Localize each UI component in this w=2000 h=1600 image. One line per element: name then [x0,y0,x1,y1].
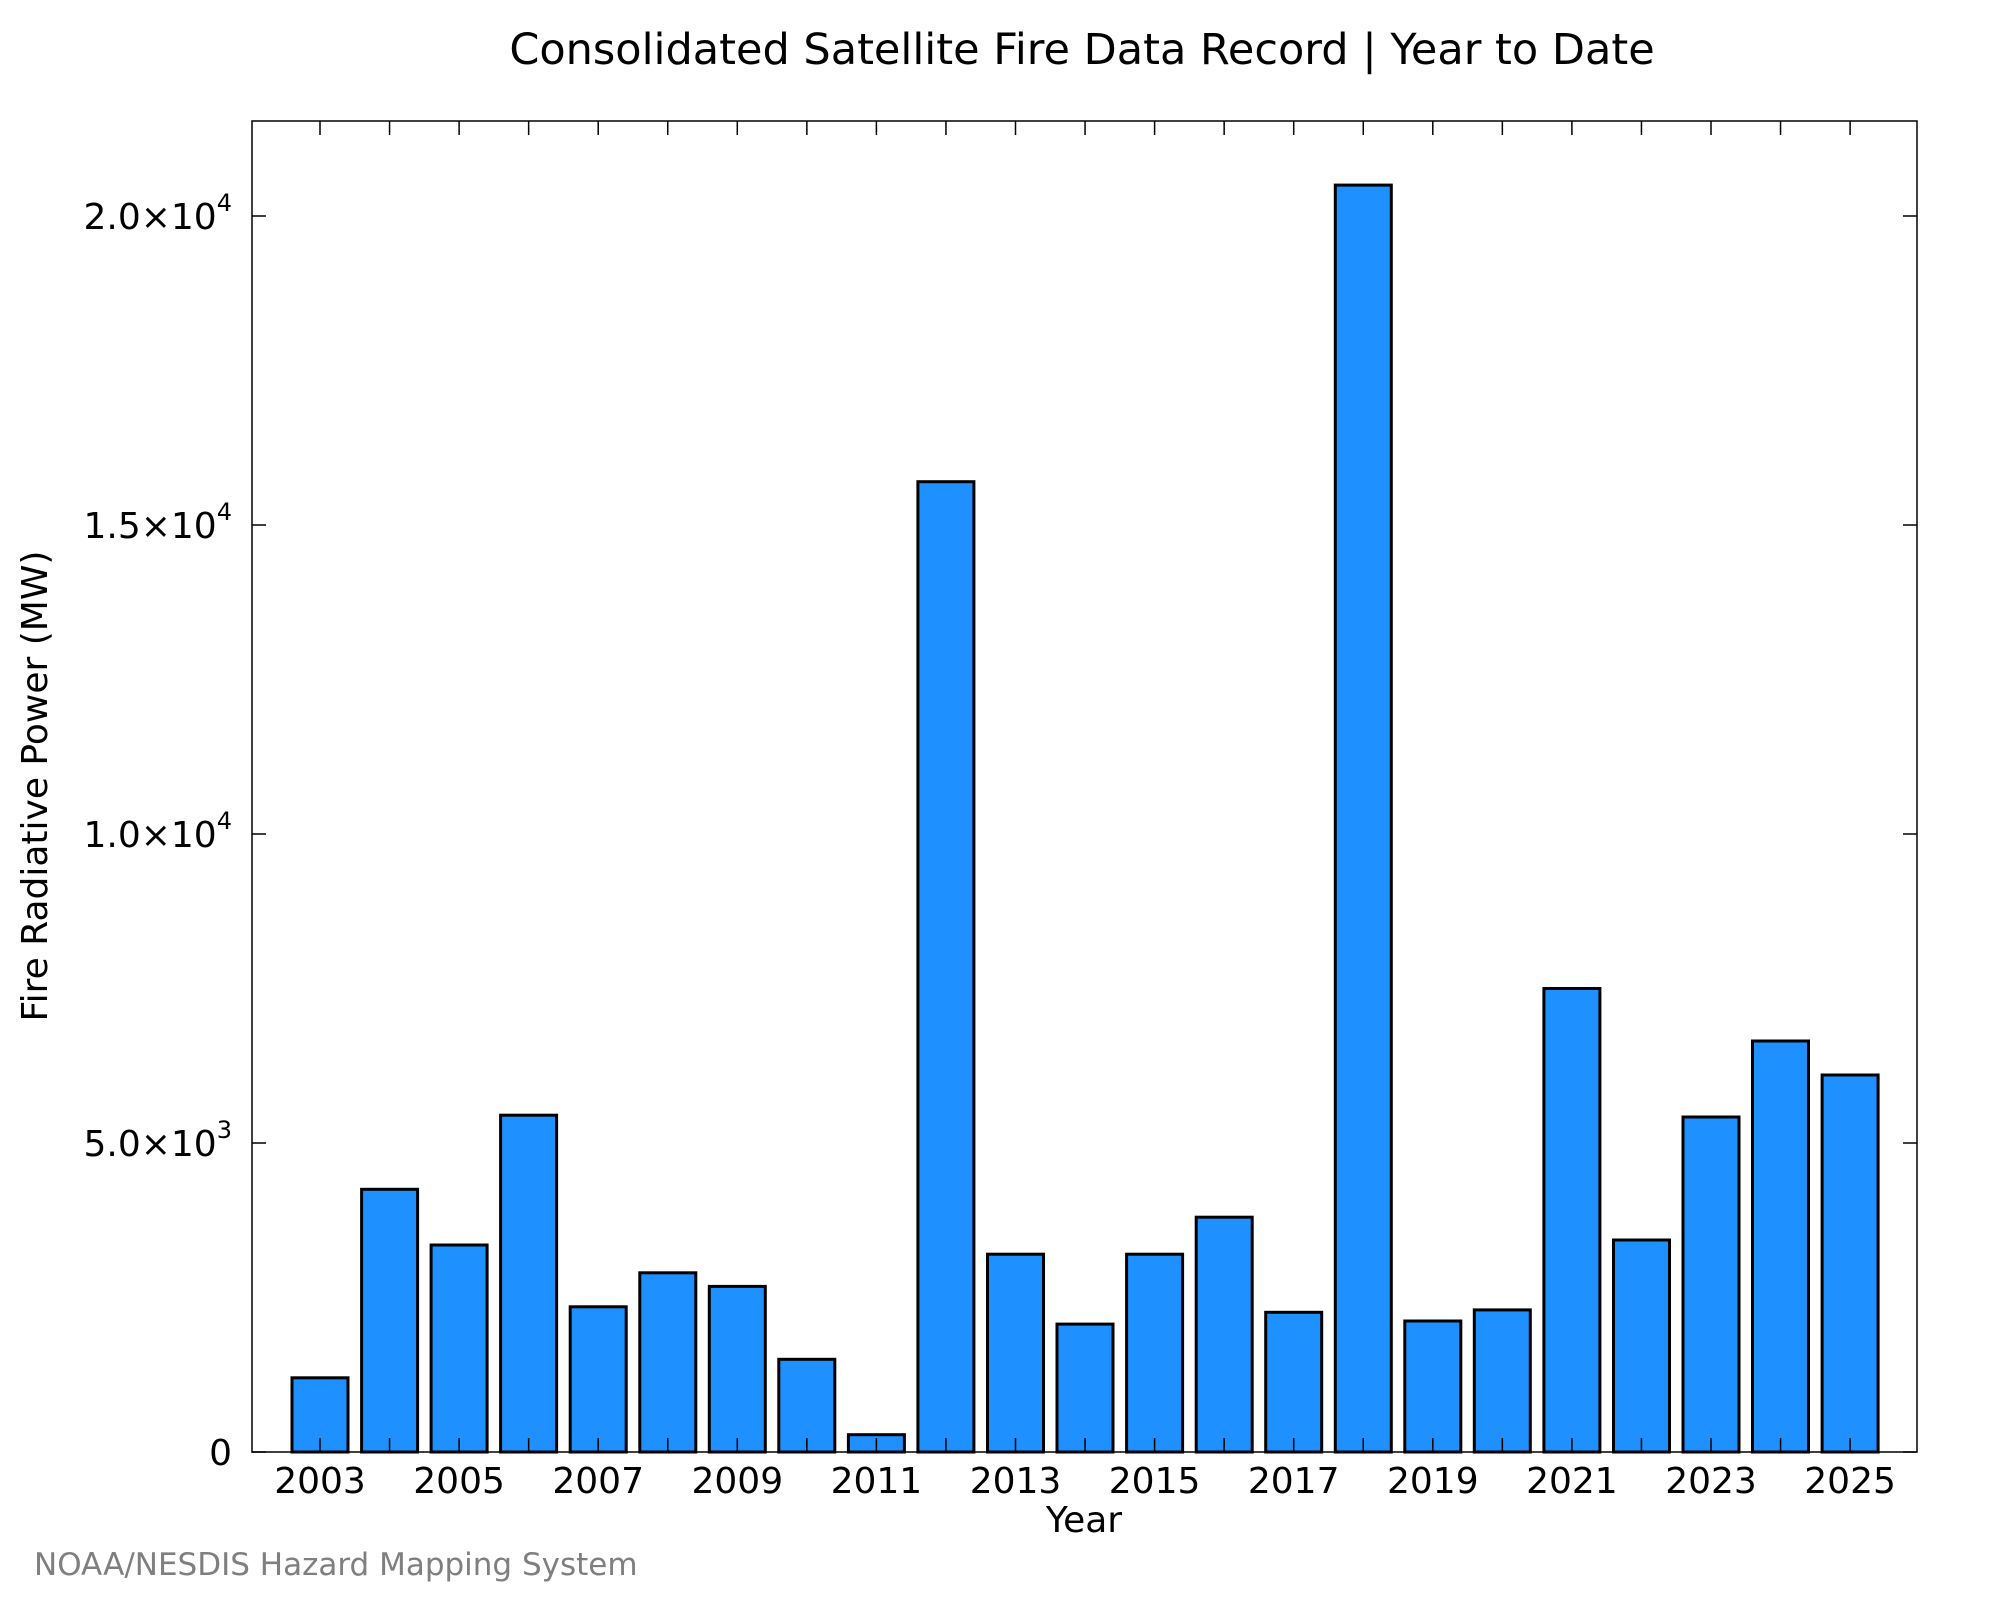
bar-2017 [1264,1310,1324,1454]
y-tick-label: 1.0×104 [83,807,232,856]
x-tick-label-2019: 2019 [1387,1461,1479,1502]
y-axis: 0 5.0×103 1.0×104 1.5×104 2.0×104 [83,189,1917,1474]
bar-2014 [1055,1322,1115,1454]
bar-2012 [916,480,976,1454]
x-tick-label-2017: 2017 [1248,1461,1340,1502]
footer-credit: NOAA/NESDIS Hazard Mapping System [34,1547,638,1583]
bar-2006 [499,1113,559,1454]
x-tick-label-2025: 2025 [1804,1461,1896,1502]
bar-2015 [1125,1252,1185,1454]
x-tick-label-2015: 2015 [1109,1461,1201,1502]
bar-2005 [429,1243,489,1454]
bar-2018 [1333,183,1393,1454]
x-tick-label-2011: 2011 [831,1461,923,1502]
y-axis-label: Fire Radiative Power (MW) [15,551,56,1022]
bar-2009 [707,1284,767,1454]
bar-2007 [568,1305,628,1454]
bar-2016 [1194,1215,1254,1454]
bar-2023 [1681,1115,1741,1454]
x-tick-label-2005: 2005 [413,1461,505,1502]
bars-group [290,183,1880,1454]
x-tick-label-2009: 2009 [691,1461,783,1502]
y-tick-label: 0 [209,1433,232,1474]
bar-2013 [986,1252,1045,1454]
y-tick-label: 2.0×104 [83,189,232,238]
y-tick-label: 1.5×104 [83,498,232,547]
bar-2025 [1820,1073,1880,1454]
x-axis-label: Year [1045,1500,1122,1541]
bar-2019 [1403,1319,1463,1454]
chart-title: Consolidated Satellite Fire Data Record … [509,25,1654,75]
y-tick-label: 5.0×103 [83,1116,232,1165]
x-tick-label-2023: 2023 [1665,1461,1757,1502]
bar-2008 [638,1271,698,1454]
x-tick-label-2003: 2003 [274,1461,366,1502]
bar-2024 [1751,1039,1810,1454]
x-axis: 2003 2005 2007 2009 2011 2013 2015 2017 2019 2021… [274,121,1896,1502]
x-tick-label-2013: 2013 [970,1461,1062,1502]
bar-2004 [360,1187,420,1454]
x-tick-label-2007: 2007 [552,1461,644,1502]
bar-2021 [1542,987,1602,1454]
bar-2020 [1472,1308,1532,1454]
x-tick-label-2021: 2021 [1526,1461,1618,1502]
bar-2022 [1612,1238,1671,1454]
